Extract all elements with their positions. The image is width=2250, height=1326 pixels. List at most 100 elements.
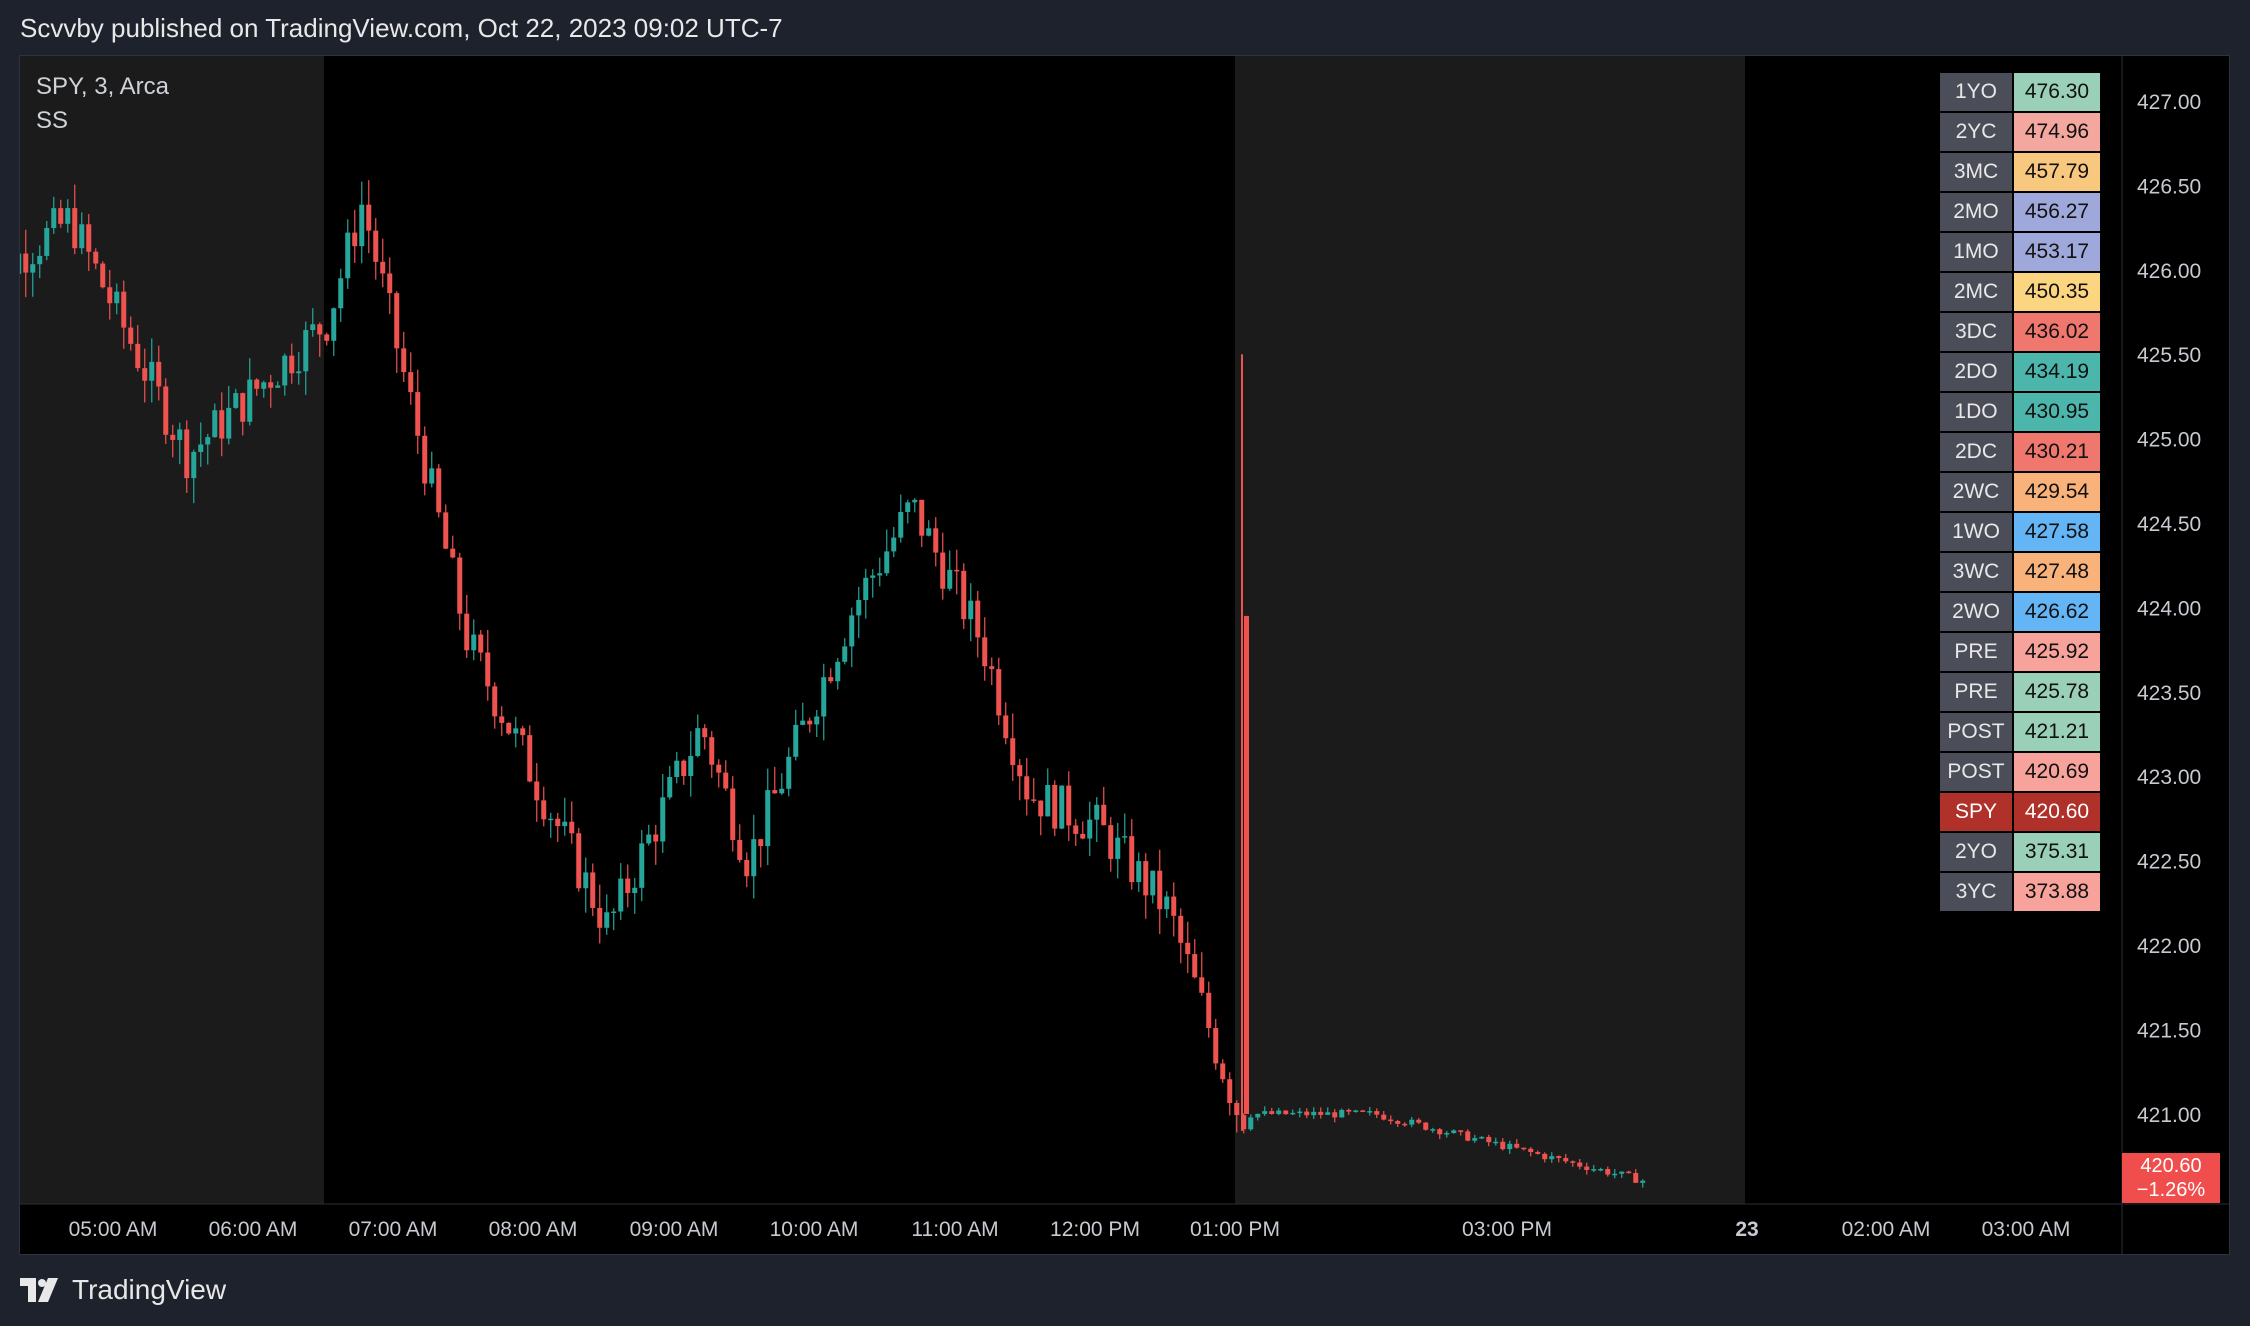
candle[interactable] — [828, 668, 834, 684]
candle[interactable] — [331, 307, 337, 357]
candle[interactable] — [1283, 1110, 1289, 1115]
candle[interactable] — [751, 814, 757, 899]
candle[interactable] — [324, 332, 330, 346]
candle[interactable] — [1542, 1152, 1548, 1163]
candle[interactable] — [1360, 1109, 1366, 1113]
candle[interactable] — [1367, 1106, 1373, 1116]
candle[interactable] — [30, 252, 36, 297]
candle[interactable] — [884, 529, 890, 576]
candle[interactable] — [1248, 1114, 1254, 1131]
candle[interactable] — [1493, 1137, 1499, 1146]
candle[interactable] — [114, 283, 120, 315]
candle[interactable] — [1150, 870, 1156, 904]
candle[interactable] — [723, 760, 729, 791]
candle[interactable] — [1066, 771, 1072, 841]
candle[interactable] — [380, 238, 386, 288]
candle[interactable] — [226, 385, 232, 445]
candle[interactable] — [653, 824, 659, 865]
candle[interactable] — [37, 245, 43, 279]
candle[interactable] — [1563, 1153, 1569, 1164]
candle[interactable] — [394, 291, 400, 373]
candle[interactable] — [289, 343, 295, 384]
candle[interactable] — [1136, 852, 1142, 892]
candle[interactable] — [1010, 713, 1016, 781]
candle[interactable] — [240, 392, 246, 436]
candle[interactable] — [919, 499, 925, 548]
candle[interactable] — [1388, 1115, 1394, 1125]
candle[interactable] — [611, 908, 617, 931]
candle[interactable] — [177, 422, 183, 465]
candle[interactable] — [352, 209, 358, 263]
candle[interactable] — [1479, 1136, 1485, 1140]
candle[interactable] — [317, 322, 323, 357]
candle[interactable] — [1164, 891, 1170, 918]
candle[interactable] — [590, 863, 596, 917]
candle[interactable] — [604, 894, 610, 935]
candle[interactable] — [450, 535, 456, 559]
candle[interactable] — [989, 657, 995, 686]
candle[interactable] — [856, 586, 862, 638]
candle[interactable] — [1024, 757, 1030, 816]
candle[interactable] — [793, 709, 799, 761]
candle[interactable] — [1192, 939, 1198, 979]
candle[interactable] — [184, 420, 190, 493]
candle[interactable] — [1584, 1162, 1590, 1175]
candle[interactable] — [695, 714, 701, 758]
candle[interactable] — [1619, 1171, 1625, 1179]
candle[interactable] — [408, 352, 414, 405]
candle[interactable] — [1290, 1109, 1296, 1116]
candle[interactable] — [1241, 1113, 1247, 1134]
candle[interactable] — [975, 590, 981, 658]
candle[interactable] — [387, 257, 393, 315]
candle[interactable] — [1143, 853, 1149, 919]
candle[interactable] — [1129, 819, 1135, 890]
candlestick-chart[interactable]: 427.00 426.50 426.00 425.50 425.00 424.50 424.… — [20, 56, 2229, 1254]
candle[interactable] — [1472, 1134, 1478, 1143]
candle[interactable] — [1108, 816, 1114, 872]
candle[interactable] — [702, 724, 708, 750]
candle[interactable] — [1549, 1152, 1555, 1163]
candle[interactable] — [457, 552, 463, 631]
candle[interactable] — [464, 594, 470, 658]
candle[interactable] — [1073, 819, 1079, 846]
candle[interactable] — [170, 424, 176, 458]
candle[interactable] — [23, 229, 29, 298]
candle[interactable] — [1269, 1107, 1275, 1115]
candle[interactable] — [198, 422, 204, 467]
candle[interactable] — [142, 348, 148, 403]
candle[interactable] — [128, 316, 134, 351]
candle[interactable] — [1640, 1179, 1646, 1188]
indicator-name[interactable]: SS — [36, 107, 69, 134]
candle[interactable] — [163, 378, 169, 444]
candle[interactable] — [492, 682, 498, 729]
candle[interactable] — [1318, 1107, 1324, 1119]
candle[interactable] — [744, 852, 750, 888]
candle[interactable] — [1101, 786, 1107, 826]
candle[interactable] — [562, 797, 568, 836]
candle[interactable] — [877, 557, 883, 587]
candle[interactable] — [1633, 1168, 1639, 1183]
candle[interactable] — [758, 839, 764, 868]
candle[interactable] — [1346, 1108, 1352, 1115]
candle[interactable] — [1374, 1108, 1380, 1119]
candle[interactable] — [898, 494, 904, 543]
candle[interactable] — [688, 731, 694, 797]
candle[interactable] — [548, 812, 554, 838]
candle[interactable] — [1199, 952, 1205, 996]
candle[interactable] — [1416, 1117, 1422, 1125]
candle[interactable] — [191, 449, 197, 504]
candle[interactable] — [1325, 1107, 1331, 1115]
candle[interactable] — [1395, 1119, 1401, 1127]
candle[interactable] — [541, 786, 547, 827]
candle[interactable] — [1381, 1110, 1387, 1121]
candle[interactable] — [1451, 1129, 1457, 1134]
candle[interactable] — [968, 583, 974, 642]
candle[interactable] — [891, 526, 897, 558]
candle[interactable] — [1521, 1147, 1527, 1151]
candle[interactable] — [1458, 1129, 1464, 1136]
spike-candle[interactable] — [1241, 354, 1249, 1131]
candle[interactable] — [212, 403, 218, 438]
candle[interactable] — [345, 219, 351, 289]
candle[interactable] — [674, 751, 680, 784]
candle[interactable] — [681, 759, 687, 785]
